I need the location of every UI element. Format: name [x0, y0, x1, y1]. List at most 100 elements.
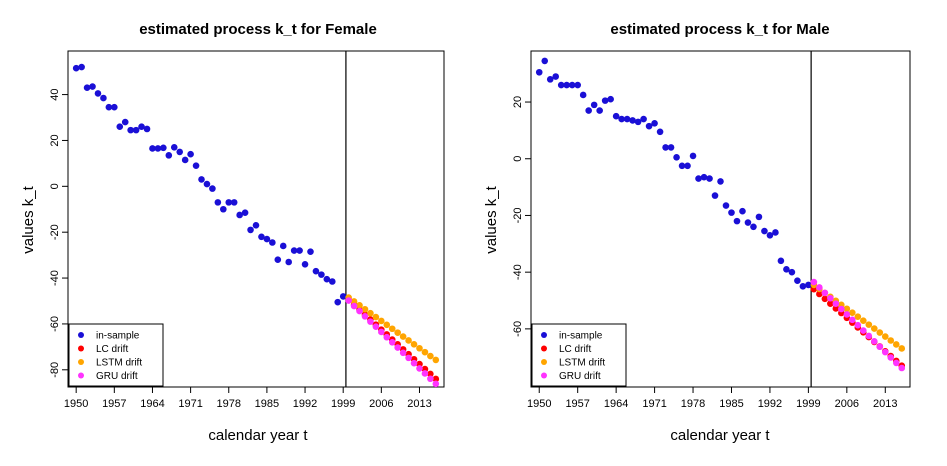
data-point	[198, 176, 205, 183]
data-point	[421, 348, 429, 356]
data-point	[345, 297, 352, 304]
data-point	[876, 343, 884, 351]
data-point	[579, 91, 587, 99]
data-point	[252, 222, 260, 229]
x-tick-label: 2013	[873, 398, 897, 410]
x-tick-label: 1992	[293, 398, 317, 410]
legend-marker	[541, 372, 547, 379]
data-point	[372, 313, 380, 321]
legend-marker	[78, 359, 84, 365]
data-point	[629, 117, 636, 124]
data-point	[618, 115, 625, 123]
data-point	[827, 300, 834, 307]
data-point	[181, 156, 189, 164]
data-point	[854, 313, 862, 320]
data-point	[772, 229, 779, 236]
y-tick-label: -60	[512, 321, 524, 337]
data-point	[887, 337, 895, 344]
data-point	[596, 107, 603, 114]
data-point	[843, 311, 851, 318]
data-point	[427, 370, 434, 378]
data-point	[860, 327, 867, 334]
data-point	[546, 76, 554, 83]
series-in-sample	[535, 57, 812, 290]
data-point	[176, 148, 184, 156]
x-tick-label: 1971	[642, 398, 666, 410]
y-tick-label: 20	[512, 96, 524, 108]
data-point	[563, 81, 571, 89]
data-point	[361, 313, 369, 320]
y-tick-label: -20	[512, 208, 524, 224]
legend-label: GRU drift	[559, 371, 601, 382]
data-point	[312, 267, 320, 275]
legend-marker	[541, 345, 547, 352]
data-point	[651, 120, 658, 127]
data-point	[832, 305, 840, 312]
data-point	[645, 122, 653, 130]
data-point	[766, 232, 774, 239]
x-tick-label: 1992	[758, 398, 782, 410]
data-point	[269, 239, 276, 246]
data-point	[307, 248, 314, 255]
legend-label: in-sample	[96, 331, 140, 342]
x-tick-label: 2013	[407, 398, 431, 410]
data-point	[667, 144, 675, 151]
data-point	[236, 211, 243, 219]
data-point	[290, 247, 298, 254]
data-point	[94, 90, 102, 97]
data-point	[220, 205, 227, 213]
data-point	[339, 293, 347, 300]
series-gru-drift	[345, 297, 440, 388]
data-point	[72, 64, 80, 72]
data-point	[230, 199, 238, 206]
data-point	[83, 84, 91, 91]
legend-box	[68, 323, 164, 387]
y-axis-label: values k_t	[20, 185, 37, 253]
legend-marker	[541, 332, 547, 338]
data-point	[568, 81, 576, 89]
legend-marker	[78, 332, 84, 338]
x-tick-label: 1999	[796, 398, 820, 410]
legend-marker	[78, 345, 84, 352]
data-point	[838, 305, 845, 313]
data-point	[394, 344, 401, 351]
data-point	[89, 83, 96, 90]
data-point	[590, 101, 598, 109]
data-point	[750, 223, 757, 231]
legend-marker	[541, 359, 547, 365]
data-point	[432, 380, 440, 388]
data-point	[832, 300, 840, 307]
data-point	[854, 321, 862, 329]
data-point	[662, 144, 669, 151]
data-point	[405, 337, 412, 344]
data-point	[706, 175, 713, 182]
y-tick-label: 20	[49, 134, 61, 146]
y-axis-label: values k_t	[483, 185, 500, 253]
data-point	[203, 180, 211, 188]
data-point	[78, 63, 85, 71]
x-tick-label: 1950	[527, 398, 551, 410]
data-point	[821, 295, 829, 303]
x-tick-label: 1957	[565, 398, 589, 410]
data-point	[744, 219, 752, 226]
data-point	[612, 112, 620, 120]
data-point	[214, 199, 222, 206]
data-point	[105, 103, 113, 111]
data-point	[640, 115, 647, 123]
y-tick-label: -20	[49, 224, 61, 240]
data-point	[132, 126, 140, 134]
data-point	[870, 325, 878, 332]
data-point	[700, 173, 708, 181]
data-point	[794, 277, 801, 284]
data-point	[777, 257, 785, 265]
data-point	[892, 359, 900, 367]
data-point	[427, 375, 434, 383]
data-point	[827, 294, 834, 302]
data-point	[870, 338, 878, 345]
x-tick-label: 1999	[331, 398, 355, 410]
legend-marker	[78, 372, 84, 379]
data-point	[138, 123, 145, 130]
data-point	[432, 375, 440, 383]
data-point	[170, 144, 178, 151]
